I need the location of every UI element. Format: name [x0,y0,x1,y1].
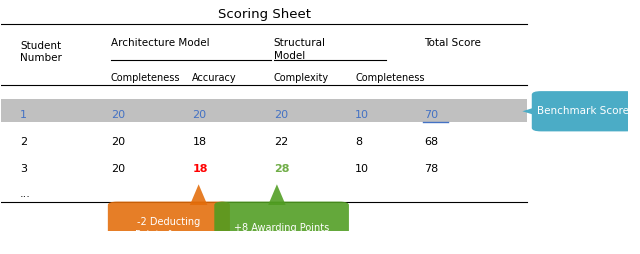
Text: Student
Number: Student Number [20,40,62,63]
Text: 18: 18 [193,164,208,173]
Polygon shape [190,184,207,205]
Text: Complexity: Complexity [274,73,329,83]
Text: Benchmark Score: Benchmark Score [538,106,629,116]
Text: 20: 20 [193,109,207,120]
Text: +8 Awarding Points
for extra complexity: +8 Awarding Points for extra complexity [232,223,331,247]
Text: Scoring Sheet: Scoring Sheet [218,8,311,21]
Text: Structural
Model: Structural Model [274,38,326,61]
Text: 20: 20 [111,164,125,173]
Text: 20: 20 [111,109,125,120]
Text: -2 Deducting
Points for one
extra mistake: -2 Deducting Points for one extra mistak… [135,217,202,253]
FancyBboxPatch shape [532,91,635,131]
Text: 70: 70 [424,109,438,120]
Text: 3: 3 [20,164,27,173]
Text: 78: 78 [424,164,438,173]
Text: 10: 10 [355,164,369,173]
FancyBboxPatch shape [1,99,527,122]
Text: 20: 20 [111,137,125,147]
Text: 1: 1 [20,109,27,120]
Polygon shape [268,184,285,205]
Text: 8: 8 [355,137,362,147]
Polygon shape [522,105,541,117]
Text: Accuracy: Accuracy [193,73,237,83]
Text: 22: 22 [274,137,288,147]
Text: Completeness: Completeness [111,73,180,83]
Text: 20: 20 [274,109,288,120]
Text: Total Score: Total Score [424,38,481,48]
Text: 18: 18 [193,137,207,147]
Text: 68: 68 [424,137,438,147]
Text: 2: 2 [20,137,28,147]
Text: Completeness: Completeness [355,73,425,83]
Text: Architecture Model: Architecture Model [111,38,209,48]
FancyBboxPatch shape [108,202,230,254]
Text: ...: ... [20,189,31,199]
Text: 28: 28 [274,164,289,173]
FancyBboxPatch shape [214,202,349,254]
Text: 10: 10 [355,109,369,120]
